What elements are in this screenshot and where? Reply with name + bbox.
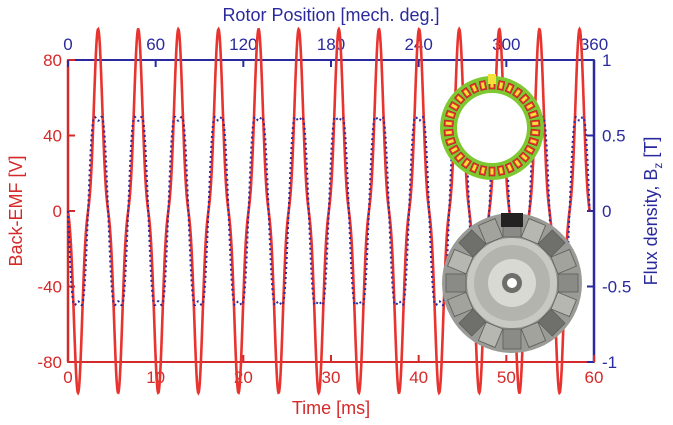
ring-slot-core [447,139,454,144]
ring-slot-core [532,130,539,135]
ring-slot-core [450,103,458,110]
ring-slot-core [498,167,504,174]
y-tick-label: -80 [37,353,62,372]
ring-slot-core [456,153,463,161]
rotor-disc-photo-icon [442,213,582,353]
y2-tick-label: 0 [602,202,611,221]
ring-slot-core [463,159,470,167]
y-tick-label: 0 [53,202,62,221]
x2-axis-title: Rotor Position [mech. deg.] [222,5,439,25]
ring-slot-core [463,89,470,97]
disc-segment [537,308,566,337]
ring-slot-core [526,103,534,110]
ring-slot-core [471,84,477,92]
disc-segment [520,321,547,348]
x2-tick-label: 360 [580,35,608,54]
y2-tick-label: 1 [602,51,611,70]
ring-slot-core [480,82,486,89]
y2-tick-label: 0.5 [602,127,626,146]
disc-segment [447,291,474,318]
ring-slot-core [490,81,494,88]
ring-slot-core [532,121,539,126]
y-axis-title: Back-EMF [V] [6,155,26,266]
x-axis-title: Time [ms] [292,398,370,418]
disc-segment [445,273,467,293]
ring-slot-core [530,112,537,117]
y-tick-label: -40 [37,278,62,297]
stator-rotor-fem-ring-icon [440,74,544,180]
y2-axis-title-unit: [T] [641,137,661,163]
disc-segment [520,218,547,245]
y2-tick-label: -0.5 [602,278,631,297]
ring-slot-core [456,95,463,103]
x2-tick-label: 60 [146,35,165,54]
x2-tick-label: 120 [229,35,257,54]
y2-tick-label: -1 [602,353,617,372]
ring-slot-core [530,139,537,144]
ring-slot-core [447,112,454,117]
x-tick-label: 50 [497,368,516,387]
ring-slot-core [521,95,528,103]
ring-slot-core [498,82,504,89]
x-tick-label: 0 [63,368,72,387]
ring-slot-core [507,84,513,92]
ring-slot-core [521,153,528,161]
y-tick-label: 80 [43,51,62,70]
ring-slot-core [480,167,486,174]
x-tick-label: 20 [234,368,253,387]
disc-segment [477,218,504,245]
disc-segment [447,248,474,275]
ring-slot-core [514,89,521,97]
disc-segment [458,308,487,337]
ring-slot-core [526,146,534,153]
ring-slot-core [445,130,452,135]
disc-segment [458,229,487,258]
x-tick-label: 60 [585,368,604,387]
ring-slot-core [445,121,452,126]
ring-slot-core [514,159,521,167]
x2-tick-label: 300 [492,35,520,54]
ring-slot-core [450,146,458,153]
ring-slot-core [490,168,494,175]
ring-slot-core [507,164,513,172]
y2-axis-title-main: Flux density, B [641,169,661,286]
disc-segment [550,291,577,318]
disc-segment [477,321,504,348]
y-tick-label: 40 [43,127,62,146]
x2-tick-label: 0 [63,35,72,54]
disc-segment [537,229,566,258]
disc-segment [550,248,577,275]
x-tick-label: 40 [409,368,428,387]
ring-slot-core [471,164,477,172]
y2-axis-title-sub: z [651,163,665,169]
y2-axis-title: Flux density, Bz [T] [641,137,665,286]
disc-segment [557,273,579,293]
disc-segment [502,328,522,350]
x-tick-label: 30 [322,368,341,387]
